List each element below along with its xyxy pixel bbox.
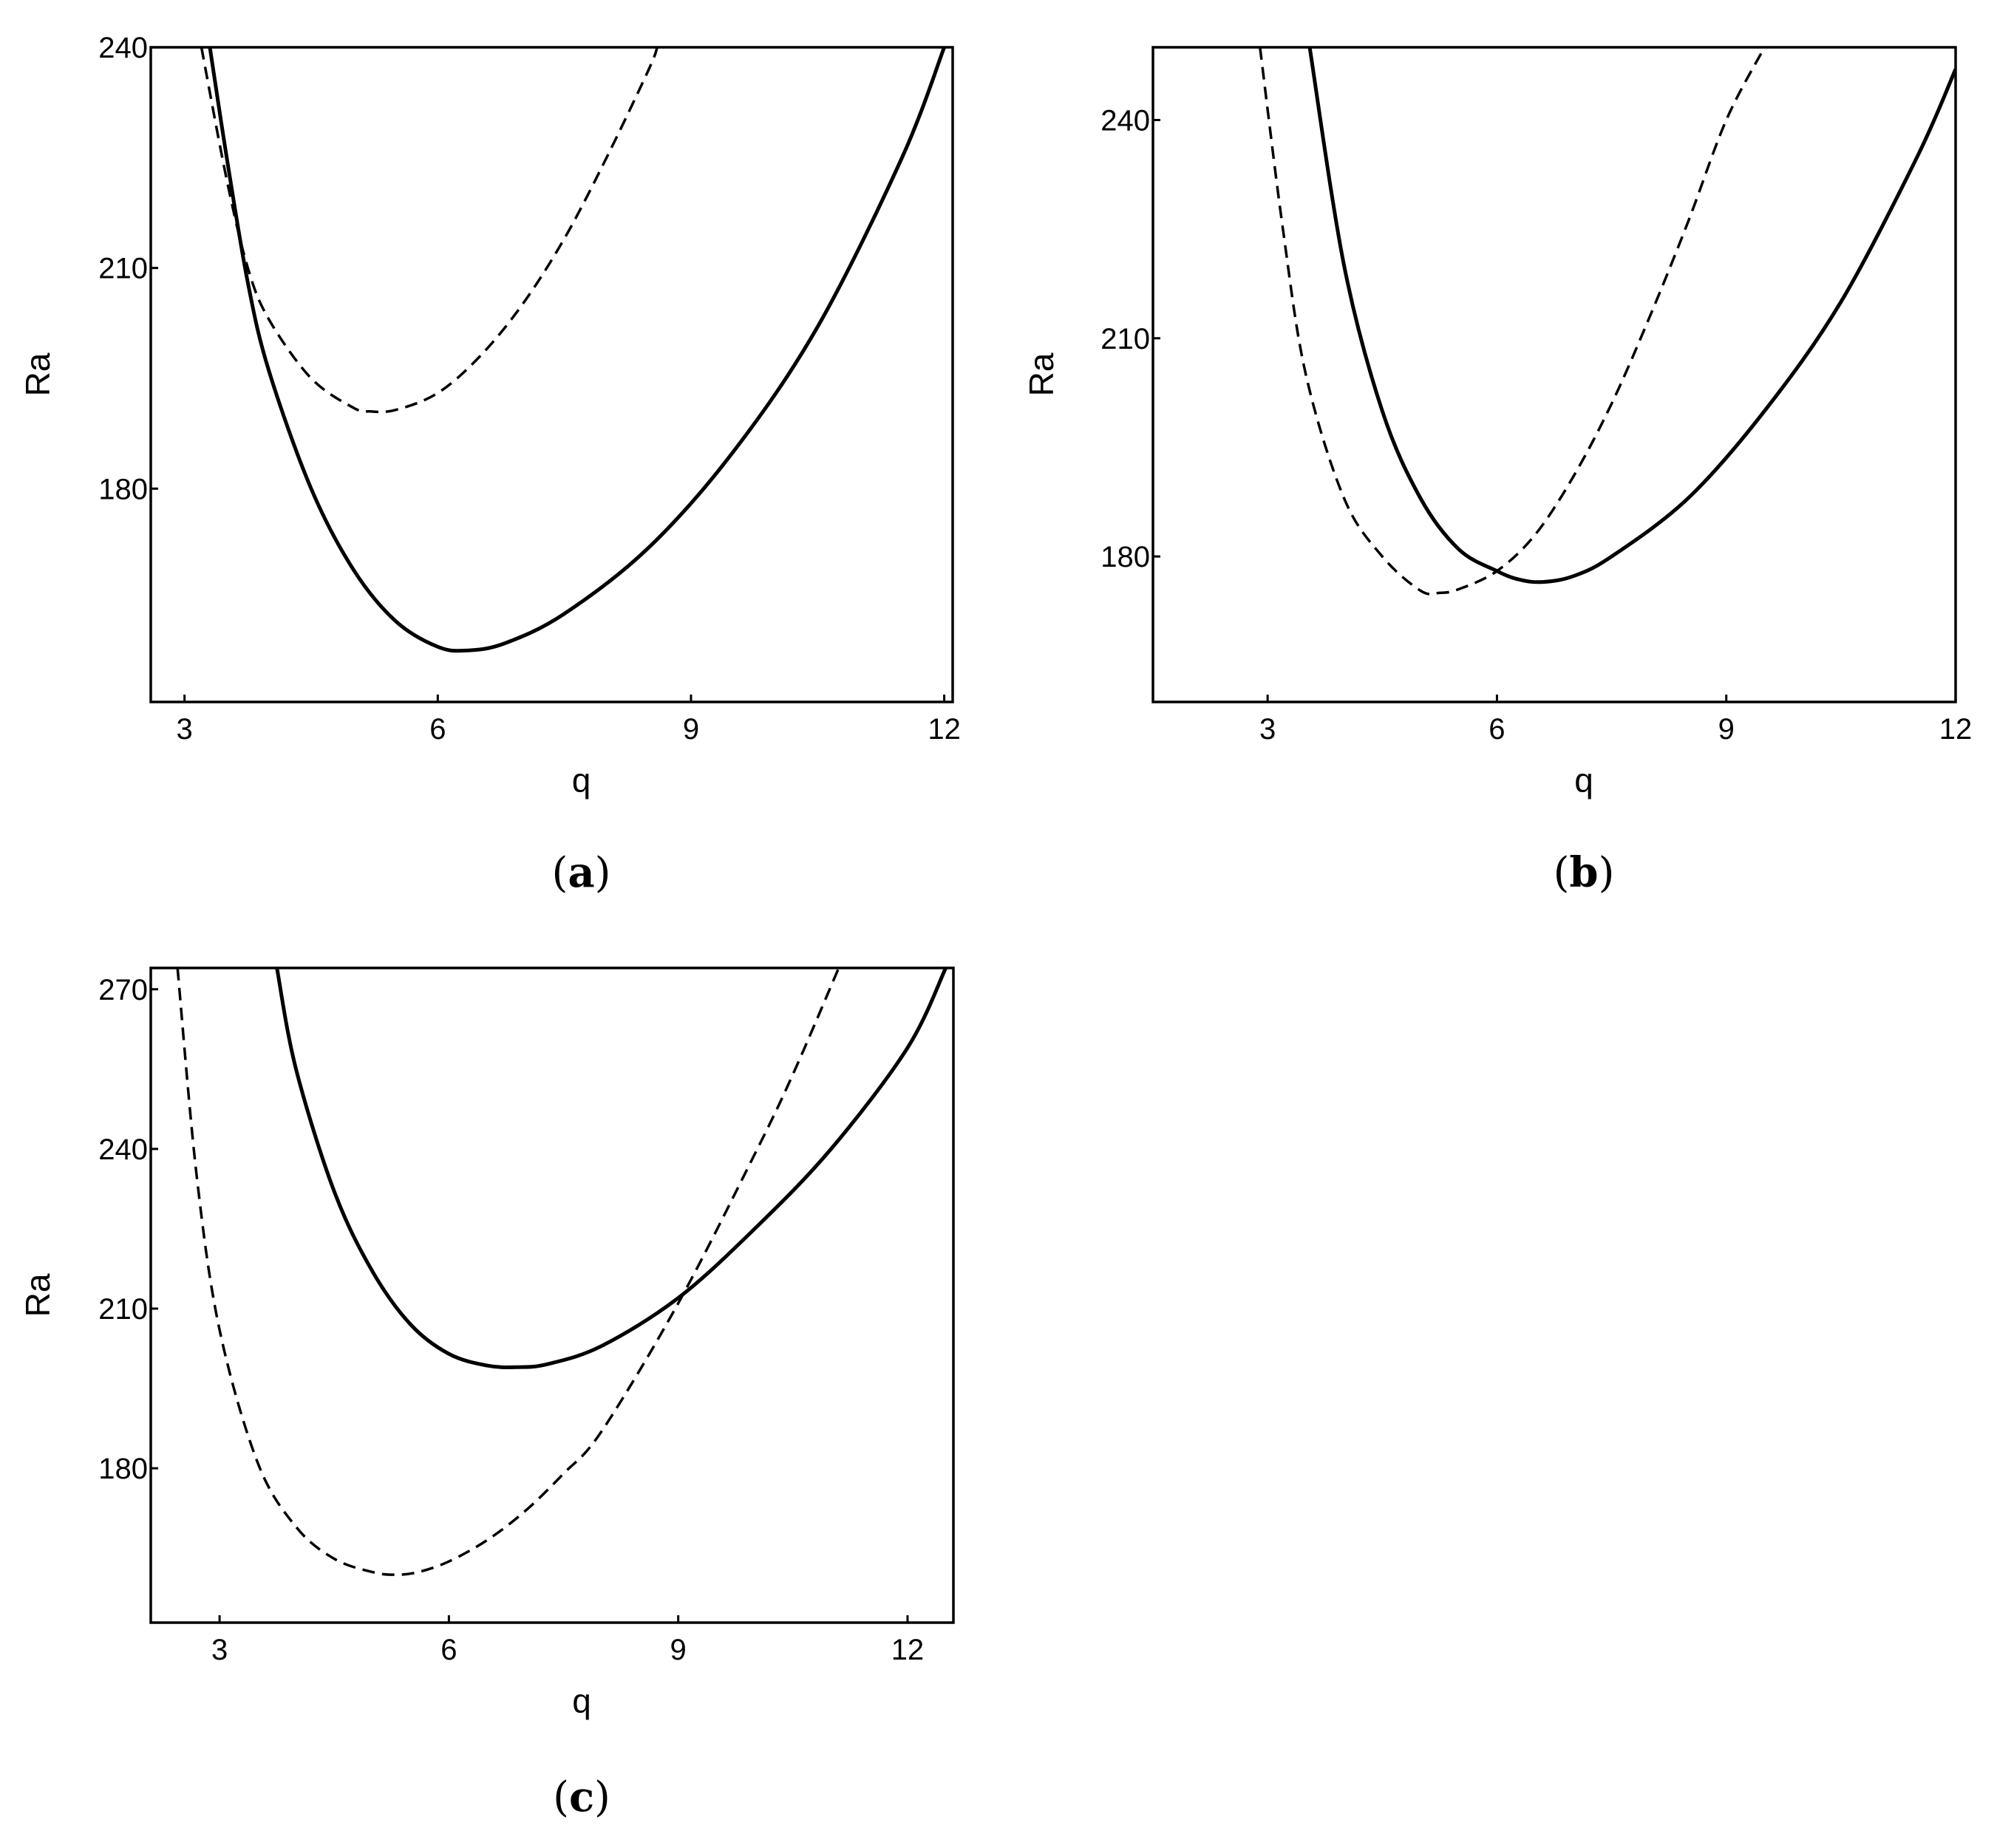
dashed-curve bbox=[200, 47, 659, 414]
y-axis-label: Ra bbox=[1022, 352, 1061, 396]
y-tick-label: 240 bbox=[98, 1133, 148, 1166]
x-tick-label: 12 bbox=[928, 713, 961, 746]
y-tick-label: 270 bbox=[98, 974, 148, 1006]
y-tick-label: 210 bbox=[98, 1293, 148, 1326]
y-tick-label: 240 bbox=[98, 32, 148, 64]
x-tick-label: 3 bbox=[211, 1634, 228, 1666]
y-tick-label: 240 bbox=[1100, 104, 1150, 137]
chart-panels: 3 6 9 12 180 210 240 q Ra (a) 3 6 9 12 180 210 240 q Ra (b)… bbox=[18, 32, 1972, 1821]
x-tick-label: 12 bbox=[891, 1634, 925, 1666]
y-tick-label: 180 bbox=[1100, 541, 1150, 573]
x-tick-label: 9 bbox=[1718, 713, 1735, 746]
x-tick-label: 3 bbox=[1259, 713, 1276, 746]
x-axis-label: q bbox=[1574, 761, 1593, 799]
solid-curve bbox=[1307, 47, 1956, 584]
y-tick-label: 180 bbox=[98, 1453, 148, 1485]
y-tick-label: 210 bbox=[98, 253, 148, 285]
x-tick-label: 9 bbox=[670, 1634, 687, 1666]
chart-panel-a: 3 6 9 12 180 210 240 q Ra (a) bbox=[18, 32, 961, 897]
y-tick-label: 180 bbox=[98, 473, 148, 505]
x-tick-label: 9 bbox=[683, 713, 699, 746]
panel-caption: (a) bbox=[551, 848, 610, 897]
y-axis-label: Ra bbox=[18, 352, 57, 396]
solid-curve bbox=[208, 47, 946, 653]
x-tick-label: 6 bbox=[1489, 713, 1505, 746]
dashed-curve bbox=[1259, 47, 1766, 596]
panel-caption: (c) bbox=[553, 1773, 610, 1821]
x-tick-label: 3 bbox=[177, 713, 193, 746]
x-tick-label: 6 bbox=[429, 713, 446, 746]
x-tick-label: 12 bbox=[1939, 713, 1973, 746]
x-axis-label: q bbox=[572, 1682, 591, 1720]
x-tick-label: 6 bbox=[440, 1634, 457, 1666]
plot-frame bbox=[149, 966, 955, 1624]
y-tick-label: 210 bbox=[1100, 323, 1150, 355]
dashed-curve bbox=[176, 968, 840, 1576]
y-axis-label: Ra bbox=[18, 1273, 57, 1317]
x-axis-label: q bbox=[572, 761, 591, 799]
solid-curve bbox=[275, 968, 948, 1370]
panel-caption: (b) bbox=[1554, 848, 1615, 897]
chart-panel-b: 3 6 9 12 180 210 240 q Ra (b) bbox=[1022, 46, 1973, 897]
plot-frame bbox=[149, 46, 954, 703]
plot-frame bbox=[1151, 46, 1957, 703]
chart-panel-c: 3 6 9 12 180 210 240 270 q Ra (c) bbox=[18, 966, 955, 1821]
